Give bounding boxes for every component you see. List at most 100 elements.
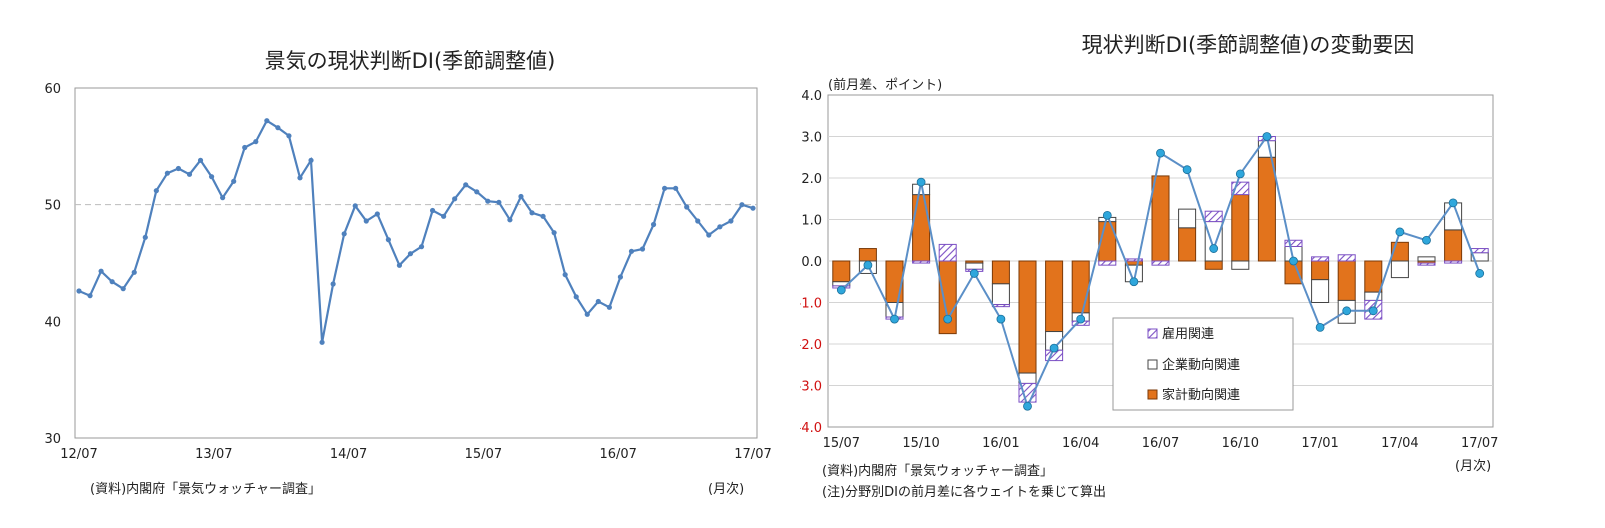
di-data-point: [253, 139, 259, 145]
di-data-point: [308, 157, 314, 163]
di-data-point: [297, 175, 303, 181]
bar-segment-household: [1337, 260, 1356, 301]
total-change-point: [1395, 227, 1405, 237]
di-data-point: [87, 293, 93, 299]
xaxis-unit-label: (月次): [708, 481, 744, 497]
di-data-point: [595, 298, 601, 305]
x-tick-label: 13/07: [195, 447, 232, 462]
chart-title: 景気の現状判断DI(季節調整値): [265, 49, 556, 73]
source-note: (資料)内閣府「景気ウォッチャー調査」: [90, 481, 321, 497]
bar-segment-employment: [991, 304, 1010, 308]
bar-segment-employment: [1444, 260, 1463, 264]
di-data-point: [529, 210, 535, 216]
total-change-point: [1023, 401, 1032, 411]
di-data-point: [352, 203, 358, 209]
y-tick-label: -3.0: [800, 380, 822, 395]
di-data-point: [208, 174, 215, 180]
y-tick-label: 30: [44, 432, 61, 447]
di-data-point: [131, 269, 137, 275]
di-data-point: [164, 170, 170, 176]
di-data-point: [153, 188, 159, 194]
x-tick-label: 15/07: [823, 436, 860, 451]
bar-segment-household: [1311, 260, 1330, 281]
chart-title: 現状判断DI(季節調整値)の変動要因: [1082, 33, 1415, 57]
x-tick-label: 16/01: [982, 436, 1019, 451]
left-chart-panel: 景気の現状判断DI(季節調整値) 30 40 50 60 12/07 13/07 14/0…: [0, 0, 800, 524]
di-data-point: [684, 204, 690, 210]
di-data-point: [264, 118, 270, 124]
di-data-point: [562, 272, 568, 278]
di-line-chart: 景気の現状判断DI(季節調整値) 30 40 50 60 12/07 13/07 14/0…: [44, 49, 771, 497]
plot-area: [74, 87, 758, 439]
di-data-point: [385, 237, 391, 243]
di-data-point: [242, 144, 248, 151]
total-change-point: [1235, 169, 1245, 179]
di-data-point: [142, 234, 148, 240]
di-data-point: [695, 218, 701, 224]
total-change-point: [890, 314, 899, 324]
di-data-point: [573, 294, 579, 300]
total-change-point: [1102, 210, 1112, 220]
bar-segment-corporate: [1311, 279, 1330, 303]
total-change-point: [1368, 306, 1378, 316]
total-change-point: [1156, 148, 1165, 158]
di-data-point: [286, 133, 292, 139]
legend-swatch-corporate: [1147, 359, 1158, 370]
di-data-point: [330, 281, 336, 287]
source-note: (資料)内閣府「景気ウォッチャー調査」: [822, 463, 1053, 479]
bar-segment-corporate: [965, 262, 984, 270]
x-tick-label: 15/10: [902, 436, 939, 451]
bar-segment-employment: [1204, 210, 1223, 223]
y-tick-label: 40: [44, 315, 61, 330]
di-series-line: [78, 119, 754, 343]
total-change-point: [1209, 244, 1219, 253]
di-data-point: [606, 304, 612, 310]
bar-segment-corporate: [1417, 256, 1436, 262]
di-data-point: [507, 217, 513, 223]
legend-swatch-employment: [1147, 328, 1158, 339]
total-change-point: [916, 177, 926, 187]
total-change-point: [836, 285, 846, 295]
di-data-point: [639, 246, 646, 252]
bar-segment-household: [885, 260, 904, 303]
legend-label-employment: 雇用関連: [1162, 326, 1214, 342]
total-change-point: [1475, 269, 1485, 278]
legend-label-household: 家計動向関連: [1162, 387, 1240, 403]
bar-segment-corporate: [991, 283, 1010, 306]
y-tick-label: 0.0: [801, 255, 822, 270]
x-tick-label: 12/07: [60, 447, 97, 462]
total-change-point: [1422, 235, 1431, 245]
di-data-point: [717, 224, 723, 230]
bar-segment-household: [1071, 260, 1090, 314]
total-change-point: [1342, 306, 1352, 316]
bar-segment-employment: [1284, 239, 1303, 247]
bar-segment-employment: [912, 260, 931, 264]
di-data-point: [407, 251, 414, 257]
bar-segment-employment: [1417, 262, 1436, 266]
y-tick-label: -2.0: [800, 338, 822, 353]
di-data-point: [485, 198, 491, 204]
total-change-point: [1049, 343, 1059, 353]
x-tick-label: 15/07: [465, 447, 502, 462]
di-data-point: [662, 185, 668, 191]
di-data-point: [474, 189, 480, 195]
bar-segment-household: [1444, 229, 1463, 262]
di-data-point: [363, 218, 369, 224]
total-change-point: [969, 269, 979, 278]
di-data-point: [374, 211, 380, 217]
di-data-point: [109, 279, 115, 285]
bar-segment-employment: [1124, 258, 1143, 262]
y-tick-label: 1.0: [801, 214, 822, 229]
x-tick-label: 16/07: [1142, 436, 1179, 451]
legend-swatch-household: [1147, 389, 1158, 400]
bar-segment-household: [1231, 194, 1250, 262]
legend-box: [1112, 317, 1294, 411]
bar-segment-household: [858, 248, 877, 262]
di-data-point: [628, 248, 635, 254]
total-change-point: [1289, 256, 1298, 266]
di-data-point: [186, 171, 193, 177]
di-data-point: [275, 125, 281, 131]
total-change-point: [1315, 322, 1325, 332]
bar-segment-employment: [1470, 248, 1489, 254]
bar-segment-household: [1018, 260, 1037, 374]
